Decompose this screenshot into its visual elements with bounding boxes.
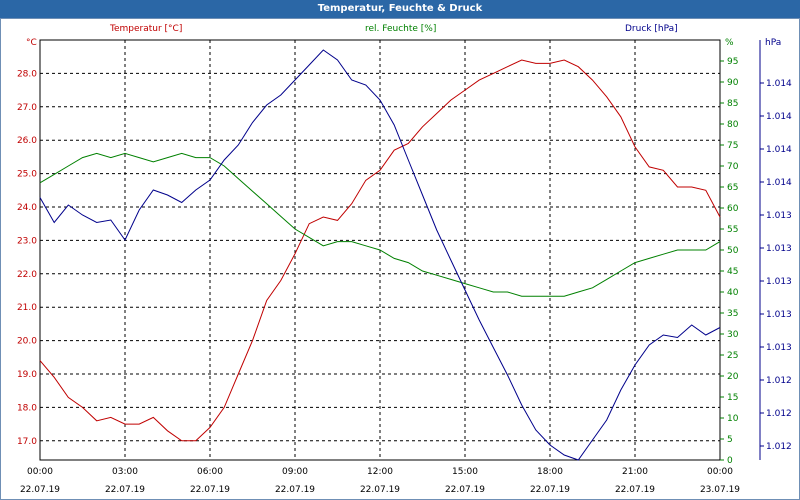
y-tick-temperature: 17.0: [17, 437, 37, 447]
y-tick-temperature: 24.0: [17, 203, 37, 213]
y-tick-humidity: 80: [727, 120, 739, 130]
y-tick-pressure: 1.012: [766, 409, 792, 419]
x-tick-time: 06:00: [197, 467, 223, 477]
x-tick-time: 12:00: [367, 467, 393, 477]
x-tick-date: 22.07.19: [530, 485, 570, 495]
y-tick-pressure: 1.014: [766, 112, 792, 122]
y-tick-pressure: 1.014: [766, 79, 792, 89]
x-tick-time: 18:00: [537, 467, 563, 477]
y-tick-pressure: 1.013: [766, 244, 792, 254]
y-tick-humidity: 50: [727, 246, 739, 256]
chart-frame: [0, 18, 800, 500]
y-tick-pressure: 1.013: [766, 277, 792, 287]
y-tick-pressure: 1.012: [766, 442, 792, 452]
unit-temperature: °C: [26, 38, 37, 48]
y-tick-humidity: 70: [727, 162, 739, 172]
y-tick-humidity: 65: [727, 183, 738, 193]
y-tick-temperature: 21.0: [17, 303, 37, 313]
x-tick-date: 22.07.19: [190, 485, 230, 495]
x-tick-date: 22.07.19: [275, 485, 315, 495]
y-tick-pressure: 1.012: [766, 376, 792, 386]
series-line-humidity: [39, 152, 721, 297]
x-tick-time: 00:00: [27, 467, 53, 477]
x-tick-date: 22.07.19: [105, 485, 145, 495]
y-tick-temperature: 28.0: [17, 69, 37, 79]
y-tick-humidity: 85: [727, 99, 738, 109]
y-tick-humidity: 10: [727, 414, 739, 424]
y-tick-pressure: 1.013: [766, 343, 792, 353]
y-tick-pressure: 1.014: [766, 178, 792, 188]
y-tick-humidity: 40: [727, 288, 739, 298]
unit-humidity: %: [725, 38, 734, 48]
y-tick-humidity: 45: [727, 267, 738, 277]
y-tick-humidity: 30: [727, 330, 739, 340]
y-tick-humidity: 20: [727, 372, 739, 382]
legend-temperature: Temperatur [°C]: [110, 24, 183, 34]
y-tick-temperature: 27.0: [17, 103, 37, 113]
y-tick-temperature: 20.0: [17, 337, 37, 347]
y-tick-temperature: 22.0: [17, 270, 37, 280]
x-tick-date: 22.07.19: [615, 485, 655, 495]
x-tick-time: 00:00: [707, 467, 733, 477]
y-tick-humidity: 5: [727, 435, 733, 445]
y-tick-humidity: 75: [727, 141, 738, 151]
y-tick-humidity: 55: [727, 225, 738, 235]
y-tick-humidity: 90: [727, 78, 739, 88]
y-tick-humidity: 95: [727, 57, 738, 67]
legend-pressure: Druck [hPa]: [625, 24, 678, 34]
y-tick-pressure: 1.013: [766, 310, 792, 320]
y-tick-pressure: 1.014: [766, 145, 792, 155]
x-tick-time: 15:00: [452, 467, 478, 477]
unit-pressure: hPa: [765, 38, 782, 48]
legend-humidity: rel. Feuchte [%]: [365, 24, 437, 34]
series-line-pressure: [39, 49, 721, 461]
x-tick-time: 03:00: [112, 467, 138, 477]
x-tick-date: 22.07.19: [20, 485, 60, 495]
series-line-temperature: [39, 59, 721, 442]
y-tick-temperature: 18.0: [17, 403, 37, 413]
x-tick-time: 21:00: [622, 467, 648, 477]
y-tick-pressure: 1.013: [766, 211, 792, 221]
chart-window-title: Temperatur, Feuchte & Druck: [0, 0, 800, 18]
x-tick-date: 22.07.19: [445, 485, 485, 495]
y-tick-humidity: 0: [727, 456, 733, 466]
y-tick-temperature: 26.0: [17, 136, 37, 146]
x-tick-date: 23.07.19: [700, 485, 740, 495]
x-tick-time: 09:00: [282, 467, 308, 477]
y-tick-humidity: 35: [727, 309, 738, 319]
y-tick-humidity: 15: [727, 393, 738, 403]
y-tick-temperature: 25.0: [17, 170, 37, 180]
y-tick-humidity: 25: [727, 351, 738, 361]
y-tick-humidity: 60: [727, 204, 739, 214]
y-tick-temperature: 19.0: [17, 370, 37, 380]
x-tick-date: 22.07.19: [360, 485, 400, 495]
y-tick-temperature: 23.0: [17, 236, 37, 246]
